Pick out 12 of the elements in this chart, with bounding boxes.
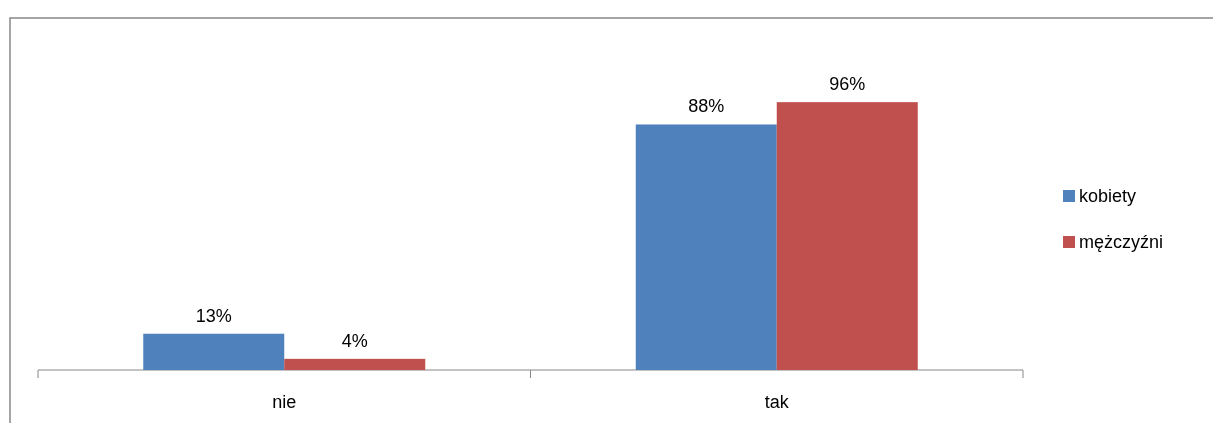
x-tick-label: tak — [764, 392, 790, 412]
bar — [776, 102, 918, 370]
bar — [143, 333, 285, 370]
data-label: 96% — [829, 74, 866, 95]
data-label: 4% — [341, 330, 368, 351]
data-label: 13% — [195, 305, 232, 326]
legend-label: mężczyźni — [1079, 232, 1164, 252]
bar — [635, 124, 777, 370]
data-label: 88% — [688, 96, 725, 117]
legend-label: kobiety — [1079, 186, 1137, 206]
bar — [284, 358, 426, 370]
x-tick-label: nie — [272, 392, 297, 412]
